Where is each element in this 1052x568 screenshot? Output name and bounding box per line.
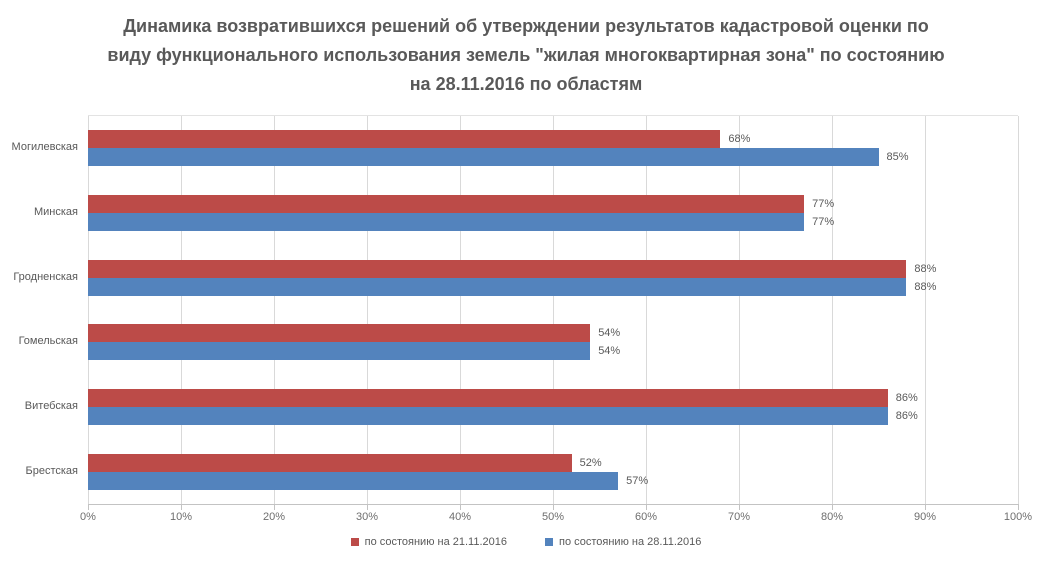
x-axis-tick-labels: 0% 10% 20% 30% 40% 50% 60% 70% 80% 90% 100%: [80, 511, 1032, 527]
legend-item-1: по состоянию на 21.11.2016: [350, 536, 507, 548]
bar-series-1: [88, 389, 888, 407]
x-tick-label: 90%: [913, 511, 937, 523]
axis-tick: [88, 504, 89, 510]
y-axis-category-labels: Могилевская Минская Гродненская Гомельская В…: [0, 115, 78, 503]
legend: по состоянию на 21.11.2016 по состоянию н…: [0, 536, 1052, 548]
bar-series-1: [88, 259, 907, 278]
bar-series-2: [88, 213, 805, 231]
value-label: 57%: [626, 474, 649, 487]
gridline: [1018, 116, 1019, 504]
x-tick-label: 80%: [820, 511, 844, 523]
gridline: [88, 116, 89, 504]
category-label: Гродненская: [13, 270, 78, 283]
gridline: [925, 116, 926, 504]
gridline: [367, 116, 368, 504]
bar-series-2: [88, 407, 888, 425]
axis-tick: [553, 504, 554, 510]
gridline: [274, 116, 275, 504]
category-label: Витебская: [24, 400, 78, 412]
x-tick-label: 0%: [80, 511, 96, 523]
value-label: 88%: [914, 280, 937, 293]
plot-area: 68% 85% 77% 77% 88% 88% 54% 54% 86% 86% 52% 57%: [88, 115, 1019, 510]
axis-tick: [646, 504, 647, 510]
gridline: [646, 116, 647, 504]
value-label: 54%: [598, 345, 621, 358]
x-tick-label: 50%: [541, 511, 565, 523]
legend-label: по состоянию на 28.11.2016: [559, 536, 702, 548]
value-label: 54%: [598, 327, 621, 340]
gridline: [739, 116, 740, 504]
bar-series-2: [88, 148, 879, 167]
gridline: [460, 116, 461, 504]
axis-tick: [832, 504, 833, 510]
value-label: 85%: [886, 151, 909, 164]
value-label: 68%: [728, 133, 751, 146]
gridline: [832, 116, 833, 504]
legend-label: по состоянию на 21.11.2016: [364, 536, 507, 548]
bar-series-1: [88, 195, 805, 213]
axis-tick: [460, 504, 461, 510]
value-label: 86%: [895, 410, 918, 422]
gridline: [553, 116, 554, 504]
value-label: 86%: [895, 392, 918, 404]
axis-tick: [739, 504, 740, 510]
value-label: 77%: [812, 198, 835, 210]
value-label: 77%: [812, 216, 835, 228]
axis-tick: [367, 504, 368, 510]
category-label: Минская: [33, 206, 78, 218]
bar-series-1: [88, 453, 572, 472]
x-tick-label: 30%: [355, 511, 379, 523]
x-tick-label: 20%: [262, 511, 286, 523]
axis-tick: [925, 504, 926, 510]
value-label: 52%: [579, 456, 602, 469]
bar-series-2: [88, 277, 907, 296]
axis-tick: [274, 504, 275, 510]
bar-series-2: [88, 342, 591, 361]
legend-swatch-icon: [545, 538, 553, 546]
x-tick-label: 70%: [727, 511, 751, 523]
value-label: 88%: [914, 262, 937, 275]
x-tick-label: 100%: [1003, 511, 1033, 523]
category-label: Гомельская: [18, 335, 78, 348]
x-tick-label: 60%: [634, 511, 658, 523]
legend-swatch-icon: [350, 538, 359, 546]
gridline: [181, 116, 182, 504]
chart-title: Динамика возвратившихся решений об утвер…: [107, 16, 945, 94]
bar-series-2: [88, 471, 619, 490]
bar-series-1: [88, 324, 591, 343]
axis-tick: [181, 504, 182, 510]
bar-series-1: [88, 130, 721, 149]
axis-tick: [1018, 504, 1019, 510]
category-label: Могилевская: [11, 141, 78, 154]
category-label: Брестская: [25, 464, 79, 477]
legend-item-2: по состоянию на 28.11.2016: [545, 536, 701, 548]
x-tick-label: 10%: [169, 511, 193, 523]
x-tick-label: 40%: [448, 511, 472, 523]
